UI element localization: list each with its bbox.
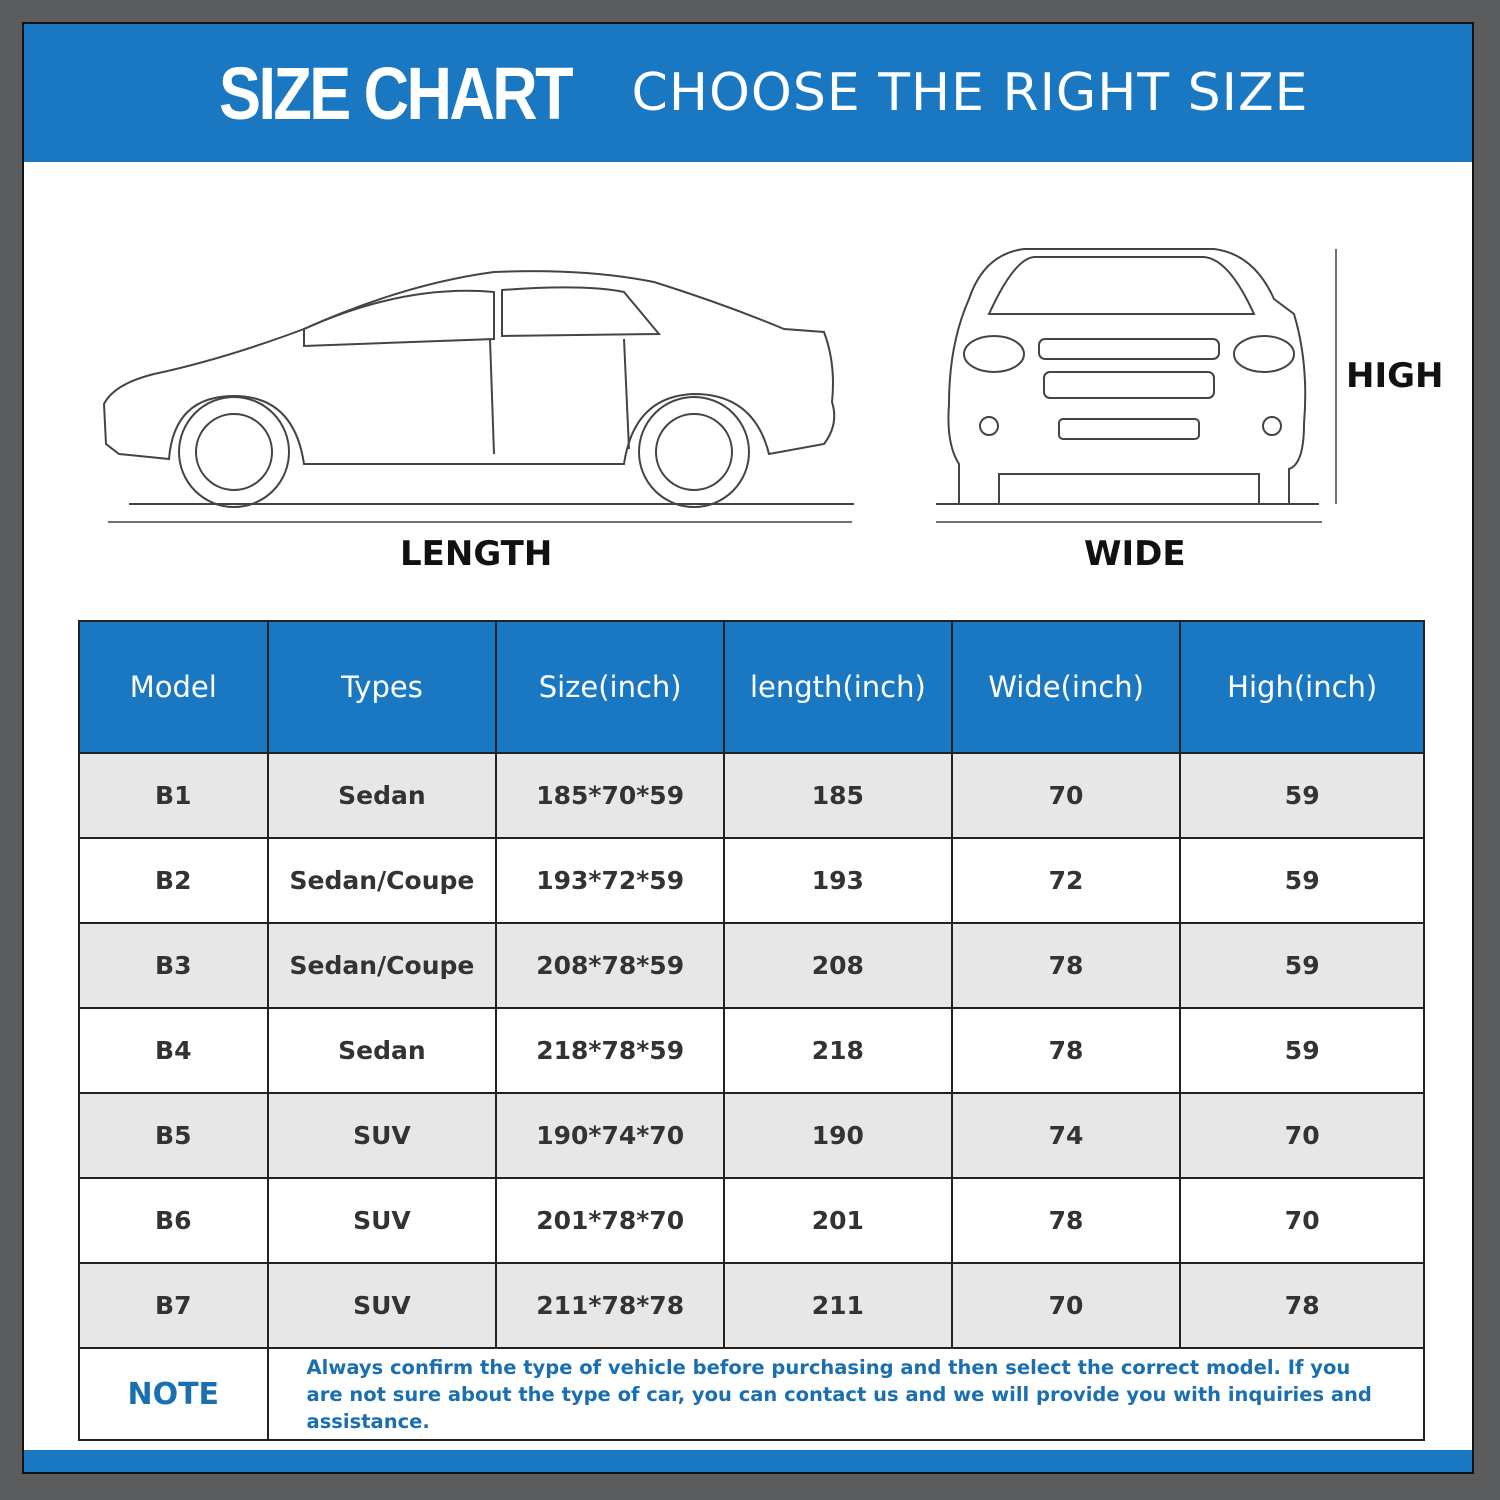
cell-high: 78 [1179, 1262, 1425, 1349]
cell-type: Sedan/Coupe [266, 922, 498, 1009]
col-header-size: Size(inch) [495, 620, 725, 754]
cell-wide: 78 [950, 922, 1182, 1009]
cell-length: 190 [722, 1092, 953, 1179]
cell-high: 59 [1179, 1007, 1425, 1094]
cell-high: 59 [1179, 837, 1425, 924]
cell-length: 218 [722, 1007, 953, 1094]
table-row: B5 SUV 190*74*70 190 74 70 [78, 1092, 1425, 1179]
cell-size: 211*78*78 [495, 1262, 725, 1349]
cell-wide: 78 [950, 1007, 1182, 1094]
car-diagrams: LENGTH WIDE HIGH [24, 164, 1472, 604]
note-row: NOTE Always confirm the type of vehicle … [78, 1347, 1426, 1441]
cell-size: 190*74*70 [495, 1092, 725, 1179]
car-illustrations [102, 248, 1337, 523]
col-header-wide: Wide(inch) [950, 620, 1182, 754]
cell-model: B6 [78, 1177, 269, 1264]
note-text: Always confirm the type of vehicle befor… [266, 1347, 1426, 1441]
note-label: NOTE [78, 1347, 269, 1441]
cell-high: 59 [1179, 752, 1425, 839]
cell-high: 59 [1179, 922, 1425, 1009]
cell-model: B4 [78, 1007, 269, 1094]
footer-stripe [24, 1448, 1472, 1472]
table-header-row: Model Types Size(inch) length(inch) Wide… [78, 620, 1425, 754]
table-row: B7 SUV 211*78*78 211 70 78 [78, 1262, 1425, 1349]
length-label: LENGTH [400, 534, 553, 574]
cell-wide: 78 [950, 1177, 1182, 1264]
sedan-side-view-icon [102, 270, 854, 523]
col-header-model: Model [78, 620, 269, 754]
cell-size: 208*78*59 [495, 922, 725, 1009]
col-header-high: High(inch) [1179, 620, 1425, 754]
header-banner: SIZE CHART CHOOSE THE RIGHT SIZE [24, 24, 1472, 162]
table-row: B2 Sedan/Coupe 193*72*59 193 72 59 [78, 837, 1425, 924]
cell-model: B1 [78, 752, 269, 839]
cell-wide: 70 [950, 1262, 1182, 1349]
cell-length: 201 [722, 1177, 953, 1264]
cell-size: 201*78*70 [495, 1177, 725, 1264]
col-header-length: length(inch) [722, 620, 953, 754]
cell-length: 193 [722, 837, 953, 924]
cell-type: Sedan/Coupe [266, 837, 498, 924]
cell-high: 70 [1179, 1092, 1425, 1179]
cell-type: SUV [266, 1092, 498, 1179]
cell-size: 193*72*59 [495, 837, 725, 924]
cell-length: 185 [722, 752, 953, 839]
table-row: B4 Sedan 218*78*59 218 78 59 [78, 1007, 1425, 1094]
cell-length: 208 [722, 922, 953, 1009]
cell-model: B2 [78, 837, 269, 924]
wide-label: WIDE [1084, 534, 1186, 574]
cell-wide: 70 [950, 752, 1182, 839]
table-row: B3 Sedan/Coupe 208*78*59 208 78 59 [78, 922, 1425, 1009]
cell-size: 218*78*59 [495, 1007, 725, 1094]
size-table: Model Types Size(inch) length(inch) Wide… [78, 620, 1426, 1441]
cell-size: 185*70*59 [495, 752, 725, 839]
cell-type: Sedan [266, 1007, 498, 1094]
cell-wide: 72 [950, 837, 1182, 924]
cell-type: SUV [266, 1177, 498, 1264]
cell-model: B5 [78, 1092, 269, 1179]
cell-wide: 74 [950, 1092, 1182, 1179]
cell-length: 211 [722, 1262, 953, 1349]
cell-high: 70 [1179, 1177, 1425, 1264]
col-header-types: Types [266, 620, 498, 754]
cell-type: SUV [266, 1262, 498, 1349]
subtitle: CHOOSE THE RIGHT SIZE [631, 63, 1309, 123]
size-chart-panel: SIZE CHART CHOOSE THE RIGHT SIZE [22, 22, 1474, 1474]
sedan-front-view-icon [936, 248, 1337, 523]
table-row: B1 Sedan 185*70*59 185 70 59 [78, 752, 1425, 839]
table-row: B6 SUV 201*78*70 201 78 70 [78, 1177, 1425, 1264]
cell-model: B3 [78, 922, 269, 1009]
high-label: HIGH [1346, 356, 1444, 396]
cell-type: Sedan [266, 752, 498, 839]
cell-model: B7 [78, 1262, 269, 1349]
title: SIZE CHART [218, 51, 573, 135]
